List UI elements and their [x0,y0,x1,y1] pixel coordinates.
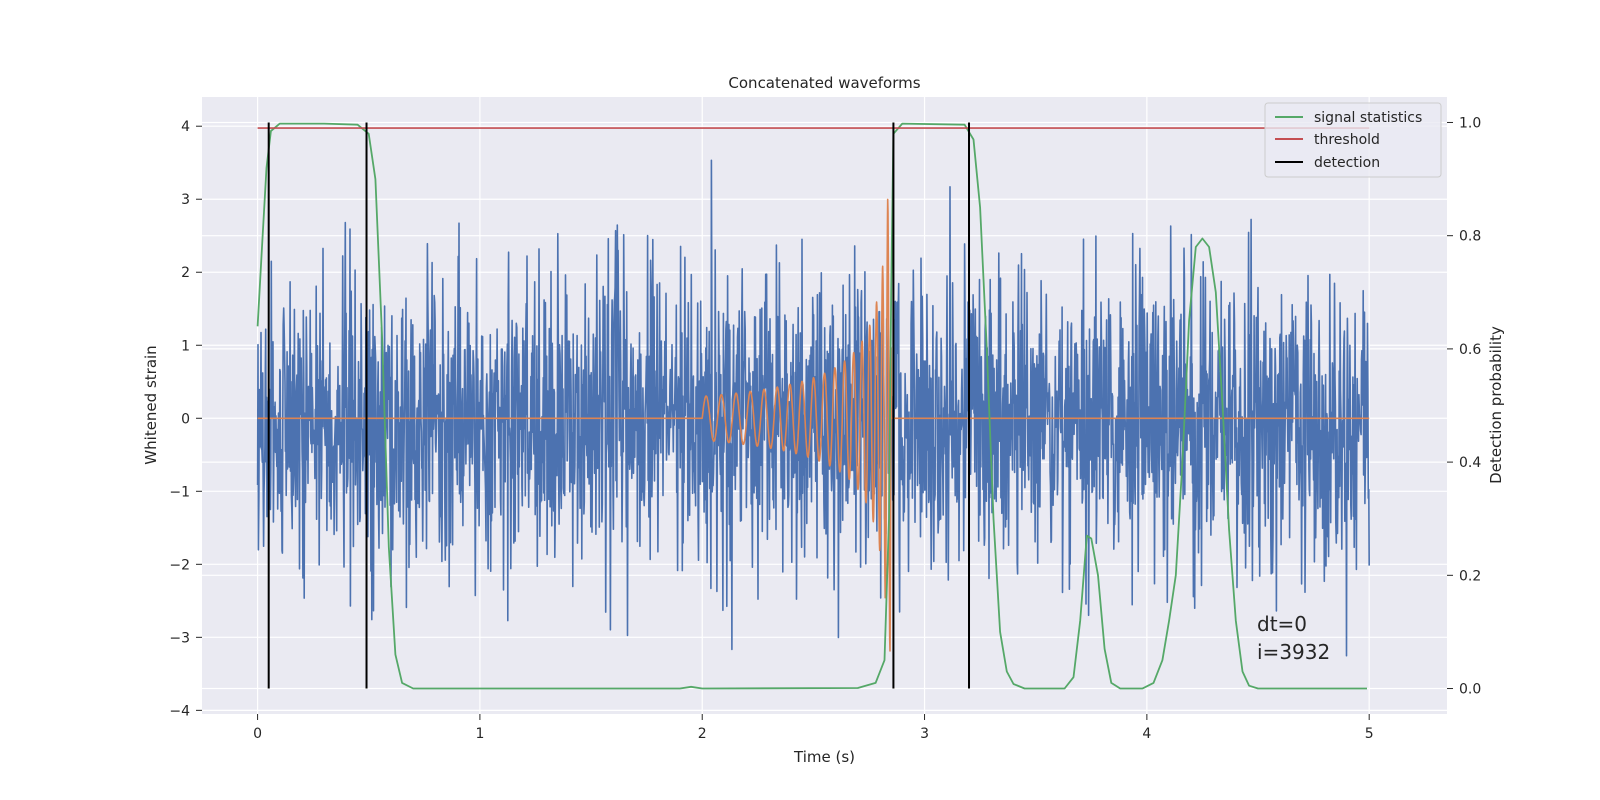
chart-title: Concatenated waveforms [728,74,920,92]
legend-label-signal-statistics: signal statistics [1314,110,1422,126]
y2-tick-label: 0.8 [1459,229,1481,245]
series-signal-statistics [256,122,1367,690]
legend-label-detection: detection [1314,155,1380,171]
y2-tick-label: 0.0 [1459,682,1481,698]
y-tick-label: 1 [181,338,190,354]
x-tick-label: 2 [698,726,707,742]
y-tick-label: −4 [169,703,190,719]
x-tick-label: 0 [253,726,262,742]
x-axis-label: Time (s) [793,748,855,766]
legend: signal statistics threshold detection [1264,102,1442,178]
x-tick-label: 3 [920,726,929,742]
legend-label-threshold: threshold [1314,132,1380,148]
y2-tick-label: 1.0 [1459,115,1481,131]
annotation-dt: dt=0 [1257,612,1307,636]
y2-tick-label: 0.6 [1459,342,1481,358]
series-noise-strain [256,159,1370,657]
y-tick-label: −1 [169,484,190,500]
axes: 0 1 2 3 4 5 −4 −3 −2 −1 0 1 2 3 4 0.0 0.2 0.4 0.6 0.8 1.0 [169,115,1481,742]
x-tick-label: 1 [475,726,484,742]
y2-tick-label: 0.2 [1459,568,1481,584]
y-axis-label: Whitened strain [142,345,160,464]
x-tick-label: 5 [1365,726,1374,742]
y-tick-label: 4 [181,119,190,135]
y-tick-label: 3 [181,192,190,208]
y2-axis-label: Detection probability [1487,326,1505,484]
y2-tick-label: 0.4 [1459,455,1481,471]
y-tick-label: −2 [169,557,190,573]
y-tick-label: 2 [181,265,190,281]
y-tick-label: −3 [169,630,190,646]
y-tick-label: 0 [181,411,190,427]
x-tick-label: 4 [1142,726,1151,742]
annotation-index: i=3932 [1257,640,1330,664]
legend-box [1264,102,1442,178]
plot-area [256,122,1370,690]
